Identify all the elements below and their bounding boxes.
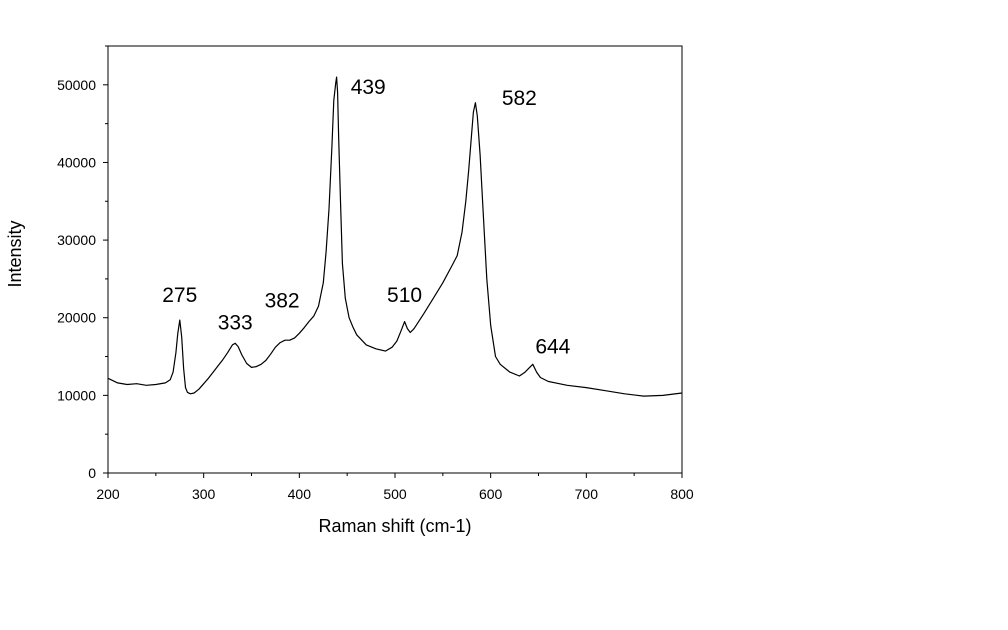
y-tick-label: 40000 [57,154,96,170]
y-axis-ticks: 0 10000 20000 30000 40000 50000 [57,45,108,481]
y-tick-label: 50000 [57,77,96,93]
y-tick-label: 0 [88,465,96,481]
x-tick-label: 400 [288,486,312,502]
x-tick-label: 200 [96,486,120,502]
y-tick-label: 30000 [57,232,96,248]
peak-label: 510 [387,284,422,307]
plot-frame [107,45,683,474]
x-tick-label: 800 [670,486,694,502]
peak-label: 582 [502,87,537,110]
x-tick-label: 700 [575,486,599,502]
x-tick-label: 600 [479,486,503,502]
peak-annotations: 275 333 382 439 510 582 644 [162,76,570,358]
peak-label: 644 [535,335,570,358]
y-tick-label: 20000 [57,310,96,326]
x-tick-label: 300 [192,486,216,502]
peak-label: 275 [162,284,197,307]
peak-label: 439 [351,76,386,99]
spectrum-line [107,76,683,397]
x-axis-ticks: 200 300 400 500 600 700 800 [96,473,694,502]
peak-label: 333 [218,311,253,334]
x-axis-title: Raman shift (cm-1) [318,516,471,536]
peak-label: 382 [265,290,300,313]
y-axis-title: Intensity [5,220,25,287]
y-tick-label: 10000 [57,387,96,403]
x-tick-label: 500 [383,486,407,502]
